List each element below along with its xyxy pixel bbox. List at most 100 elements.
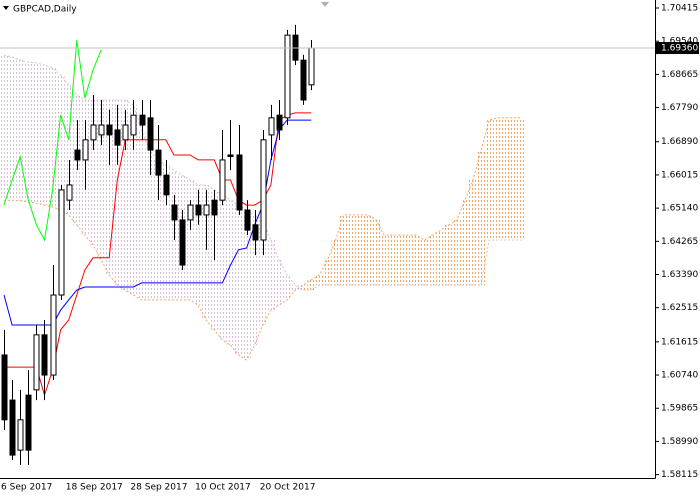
y-tick-label: 1.67790 xyxy=(661,103,698,113)
y-tick-label: 1.66890 xyxy=(661,137,698,147)
x-tick-label: 28 Sep 2017 xyxy=(130,483,187,493)
candle-body xyxy=(163,174,170,196)
candle-body xyxy=(139,114,146,126)
candle-body xyxy=(300,59,307,101)
candle-body xyxy=(203,204,210,216)
cloud-segment xyxy=(234,205,243,355)
candle-body xyxy=(122,124,129,141)
candle-body xyxy=(9,399,16,456)
candle-body xyxy=(106,124,113,136)
cloud-segment xyxy=(412,235,421,286)
cloud-segment xyxy=(283,274,292,300)
cloud-segment xyxy=(299,285,308,291)
cloud-segment xyxy=(323,260,332,286)
y-tick-label: 1.70415 xyxy=(661,4,698,14)
candle-body xyxy=(98,124,105,136)
candle-body xyxy=(17,419,24,451)
cloud-segment xyxy=(56,74,65,211)
candle-body xyxy=(25,394,32,451)
cloud-segment xyxy=(477,150,486,286)
y-tick-label: 1.60740 xyxy=(661,371,698,381)
cloud-segment xyxy=(258,219,267,325)
x-tick-label: 18 Sep 2017 xyxy=(66,483,123,493)
cloud-segment xyxy=(493,117,502,240)
cloud-segment xyxy=(48,68,57,207)
x-tick-label: 6 Sep 2017 xyxy=(1,483,52,493)
cloud-segment xyxy=(88,100,98,245)
cloud-segment xyxy=(153,159,162,300)
candle-body xyxy=(211,199,218,216)
y-tick-label: 1.63390 xyxy=(661,270,698,280)
cloud-segment xyxy=(202,184,211,321)
candle-body xyxy=(219,159,226,201)
cloud-segment xyxy=(436,230,445,286)
candle-body xyxy=(252,224,259,241)
candle-body xyxy=(195,204,202,216)
y-tick-label: 1.66015 xyxy=(661,170,698,180)
x-tick-label: 10 Oct 2017 xyxy=(195,483,251,493)
cloud-segment xyxy=(307,279,316,291)
candle-body xyxy=(308,47,315,86)
cloud-segment xyxy=(460,200,470,286)
cloud-segment xyxy=(8,57,17,201)
cloud-segment xyxy=(137,129,146,300)
cloud-segment xyxy=(291,285,300,291)
candle-body xyxy=(187,204,194,221)
candle-body xyxy=(179,219,186,266)
cloud-segment xyxy=(485,120,494,240)
candle-body xyxy=(50,294,57,376)
cloud-segment xyxy=(331,239,340,286)
cloud-segment xyxy=(339,214,348,286)
cloud-segment xyxy=(32,62,41,204)
cloud-segment xyxy=(226,200,235,346)
candle-body xyxy=(236,154,243,211)
cloud-segment xyxy=(428,235,437,286)
cloud-segment xyxy=(145,150,154,300)
cloud-segment xyxy=(517,117,526,240)
cloud-segment xyxy=(169,170,178,300)
candle-body xyxy=(276,114,283,131)
candle-body xyxy=(41,334,48,376)
cloud-segment xyxy=(501,117,510,240)
cloud-segment xyxy=(242,210,251,360)
cloud-span-line xyxy=(4,117,522,361)
cloud-segment xyxy=(16,60,25,201)
candle-body xyxy=(114,129,121,146)
chart-title: GBPCAD,Daily xyxy=(13,5,77,15)
cloud-segment xyxy=(194,184,203,305)
y-tick-label: 1.65140 xyxy=(661,204,698,214)
candle-body xyxy=(90,124,97,141)
cloud-segment xyxy=(388,235,397,286)
candle-body xyxy=(130,114,137,136)
y-tick-label: 1.64265 xyxy=(661,237,698,247)
cloud-segment xyxy=(347,214,356,286)
cloud-segment xyxy=(396,235,405,286)
cloud-segment xyxy=(509,117,518,240)
candle-body xyxy=(244,209,251,231)
cloud-segment xyxy=(105,100,114,275)
title-icon xyxy=(3,6,9,10)
cloud-segment xyxy=(64,84,73,215)
y-tick-label: 1.59865 xyxy=(661,404,698,414)
cloud-segment xyxy=(24,62,33,203)
cloud-segment xyxy=(218,194,227,341)
cloud-segment xyxy=(0,54,9,201)
cloud-segment xyxy=(274,260,284,305)
candle-body xyxy=(171,204,178,221)
candle-body xyxy=(1,354,8,421)
indicator-line xyxy=(3,40,102,242)
cloud-segment xyxy=(355,214,364,286)
y-tick-label: 1.62515 xyxy=(661,303,698,313)
candle-body xyxy=(227,154,234,158)
cloud-segment xyxy=(161,164,170,300)
y-tick-label: 1.58115 xyxy=(661,470,698,480)
y-tick-label: 1.58990 xyxy=(661,437,698,447)
candle-body xyxy=(155,149,162,176)
cloud-segment xyxy=(266,239,275,311)
last-price-box xyxy=(656,42,699,55)
candle-body xyxy=(82,139,89,161)
cloud-segment xyxy=(452,219,461,286)
cloud-segment xyxy=(363,214,372,286)
